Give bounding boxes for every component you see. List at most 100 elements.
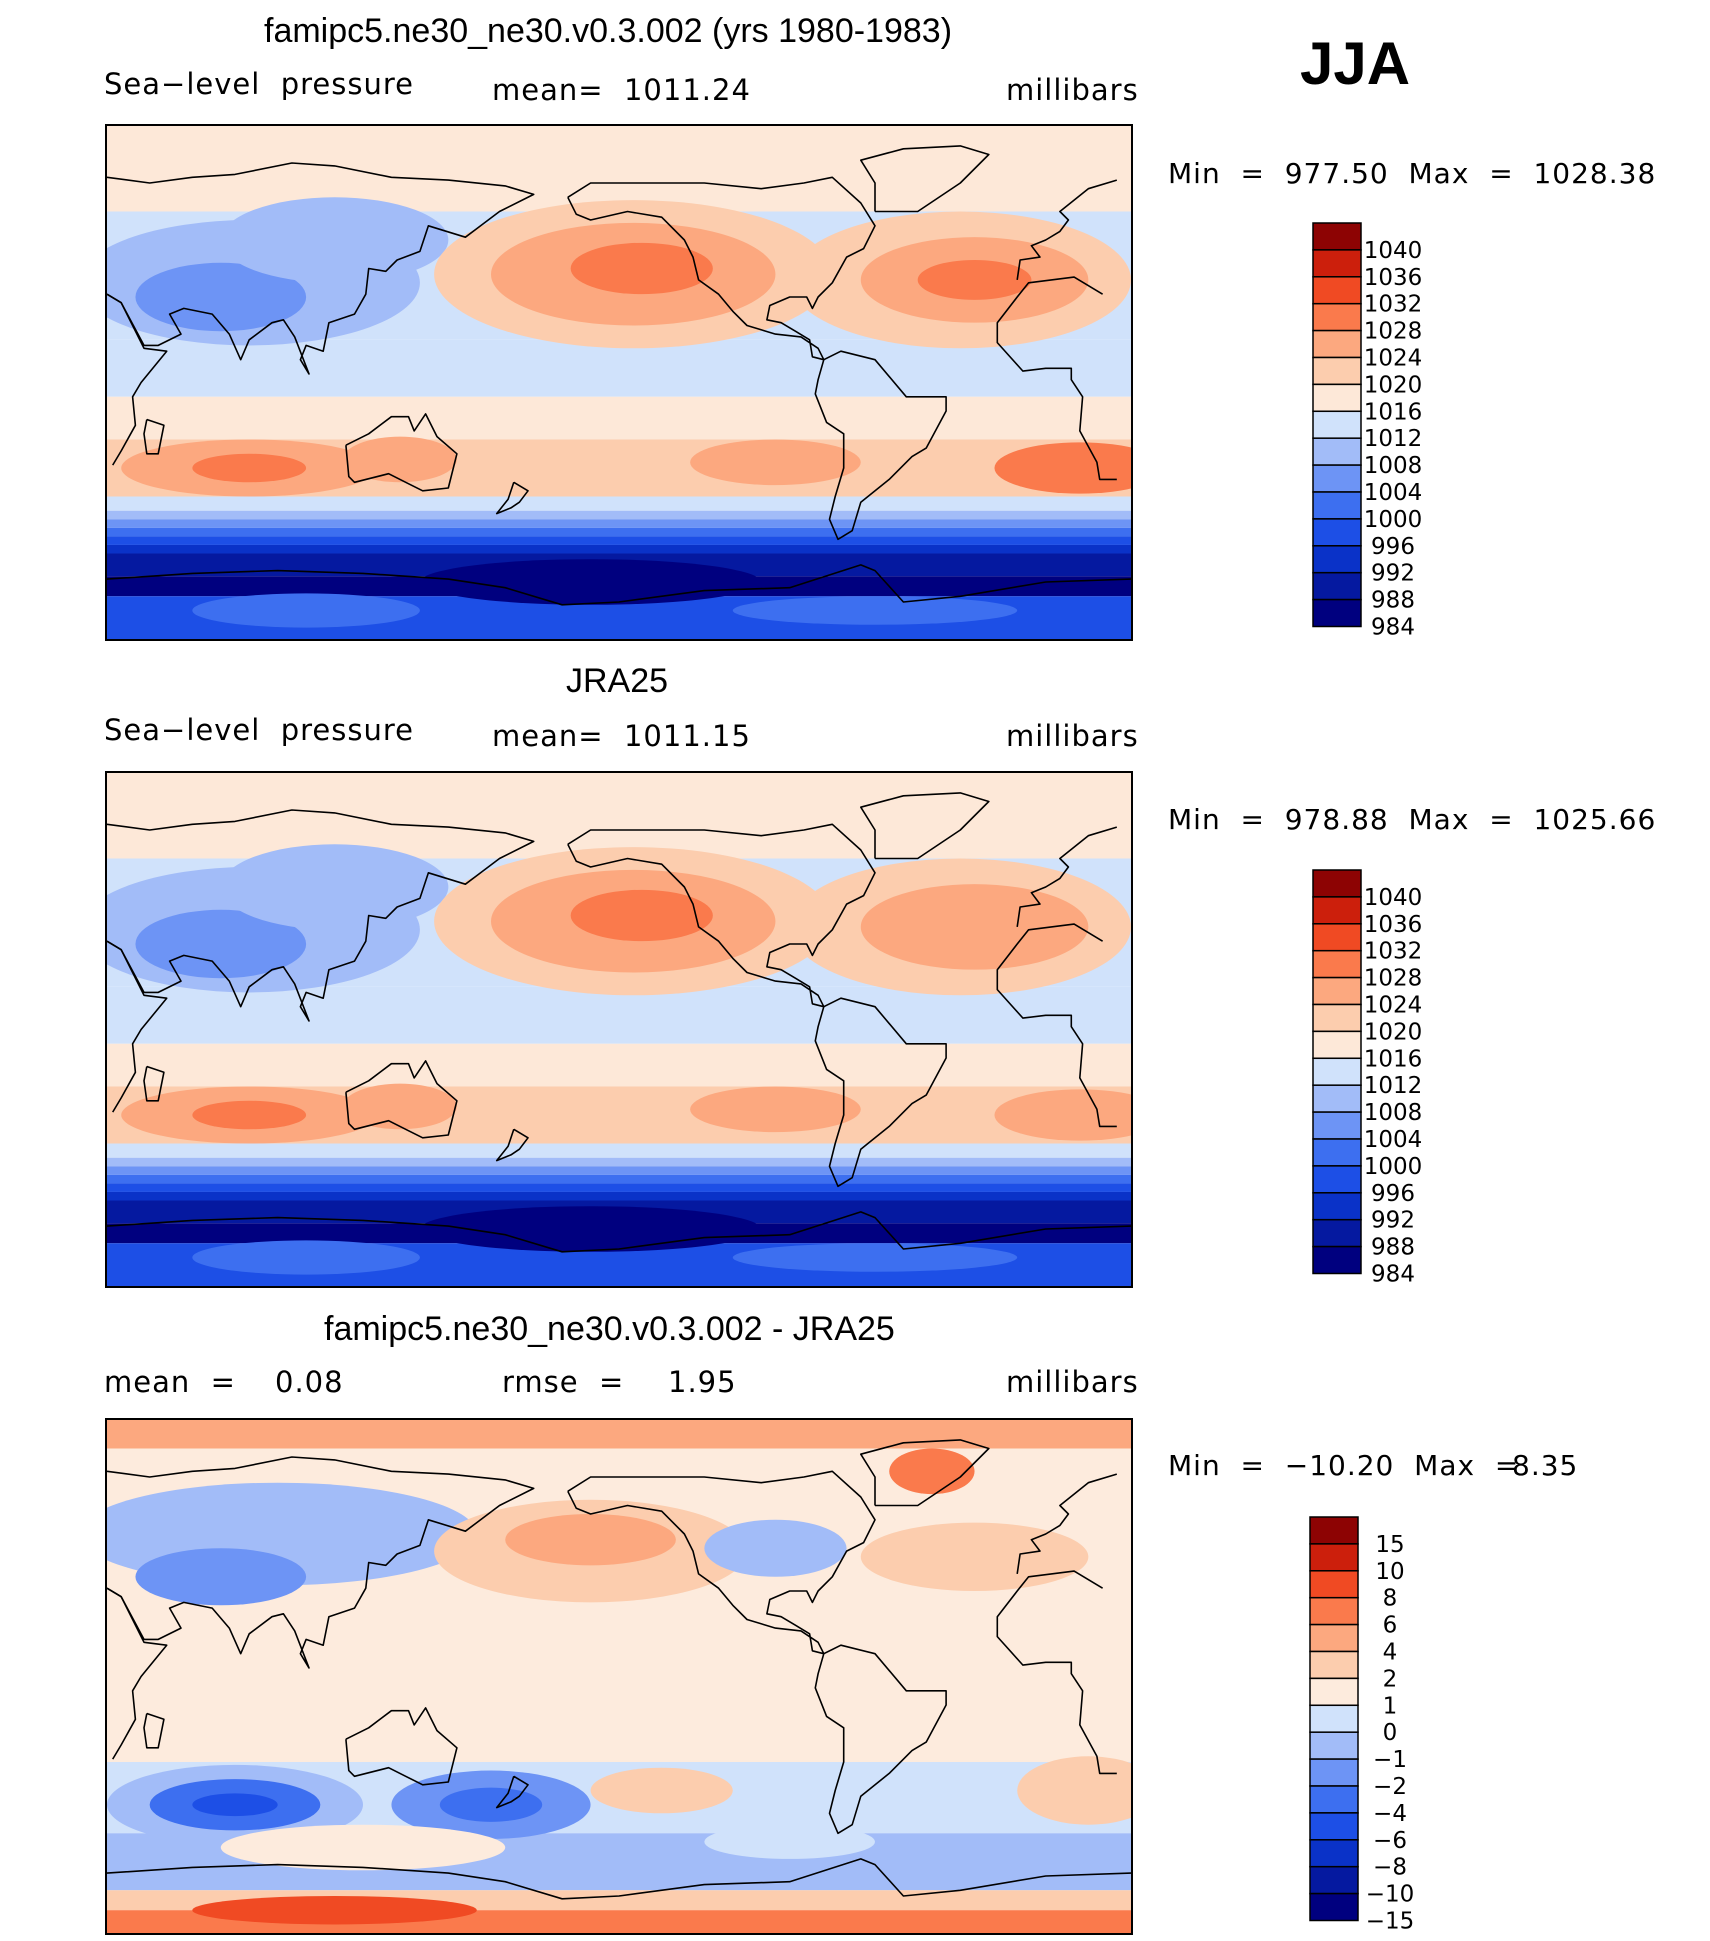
coastline-antarctica [107,1858,1131,1900]
australian-high [343,436,457,483]
contour-band [107,1157,1131,1167]
colorbar-tick-label: 984 [1371,615,1415,641]
colorbar-tick-label: 1020 [1364,1019,1423,1045]
coastline-madagascar [143,1065,165,1102]
colorbar-tick-label: 1012 [1364,426,1423,452]
colorbar-box [1309,1543,1359,1572]
colorbar-tick-label: 1016 [1364,399,1423,425]
colorbar-box [1309,1731,1359,1760]
colorbar-box [1309,1758,1359,1787]
colorbar-box [1312,518,1362,547]
panel3-units: millibars [1006,1365,1139,1399]
coastline-samerica [814,997,947,1188]
colorbar-tick-label: 1036 [1364,265,1423,291]
panel3-mean-value: 0.08 [275,1365,344,1399]
colorbar-tick-label: 992 [1371,561,1415,587]
colorbar-box [1312,949,1362,979]
colorbar-box [1309,1650,1359,1680]
colorbar-box [1312,302,1362,332]
south-indian-high-core [192,1100,307,1130]
season-label: JJA [1300,30,1411,97]
colorbar-tick-label: 1040 [1364,885,1423,911]
australian-high [343,1083,457,1130]
coastline-australia [345,1707,458,1786]
colorbar-tick-label: 1032 [1364,939,1423,965]
panel2-units: millibars [1006,719,1139,753]
panel1-minmax: Min = 977.50 Max = 1028.38 [1168,157,1657,190]
colorbar-box [1309,1623,1359,1653]
colorbar-tick-label: −4 [1373,1801,1407,1827]
colorbar-box [1312,249,1362,278]
coastline-madagascar [143,418,165,455]
colorbar-box [1312,571,1362,601]
colorbar-box [1312,869,1362,898]
colorbar-tick-label: 15 [1375,1532,1404,1558]
colorbar-box [1309,1865,1359,1895]
coastline-africa [996,923,1117,1128]
colorbar-tick-label: 1004 [1364,1127,1423,1153]
coastline-africa [996,276,1117,481]
north-america-negative [704,1519,847,1577]
colorbar-tick-label: 6 [1383,1613,1398,1639]
colorbar-tick-label: −15 [1366,1909,1415,1935]
contour-band [107,1143,1131,1158]
contour-band [107,1183,1131,1192]
coastline-australia [345,1060,458,1139]
colorbar-box [1312,1218,1362,1248]
contour-band [107,544,1131,554]
panel1-title: famipc5.ne30_ne30.v0.3.002 (yrs 1980-198… [264,12,953,50]
coastline-africa [107,1587,168,1760]
colorbar-box [1312,222,1362,251]
colorbar-tick-label: 984 [1371,1262,1415,1288]
colorbar-box [1312,1030,1362,1060]
coastline-samerica [814,350,947,541]
coastline-eurasia [107,809,535,1022]
colorbar-box [1312,1245,1362,1275]
colorbar-box [1312,437,1362,466]
panel2-variable: Sea−level pressure [104,713,414,747]
panel2-colorbar: 1040 1036 1032 1028 1024 1020 1016 1012 1008 1004… [1312,869,1493,1288]
panel1-colorbar: 1040 1036 1032 1028 1024 1020 1016 1012 1008 1004… [1312,222,1493,641]
colorbar-box [1309,1892,1359,1922]
contour-band [107,1174,1131,1184]
coastline-namerica [567,823,876,1008]
colorbar-box [1312,1138,1362,1167]
coastline-nz [495,1128,529,1162]
panel3-colorbar: 15 10 8 6 4 2 1 0 −1 −2 −4 −6 −8 −10 −15 [1309,1516,1490,1935]
colorbar-tick-label: 4 [1383,1640,1398,1666]
colorbar-tick-label: 8 [1383,1586,1398,1612]
colorbar-box [1312,491,1362,520]
panel1-mean: mean= 1011.24 [492,73,751,107]
colorbar-tick-label: −1 [1373,1747,1407,1773]
colorbar-tick-label: 988 [1371,588,1415,614]
coastline-australia [345,413,458,492]
panel3-map-svg [107,1420,1131,1933]
colorbar-box [1312,410,1362,439]
drake-negative [704,1824,876,1859]
colorbar-tick-label: 1028 [1364,966,1423,992]
colorbar-box [1312,464,1362,493]
monsoon-low-core [135,909,307,979]
colorbar-tick-label: −10 [1366,1882,1415,1908]
colorbar-tick-label: 996 [1371,534,1415,560]
colorbar-tick-label: 1 [1383,1693,1398,1719]
contour-band [107,527,1131,537]
coastline-africa [996,1570,1117,1775]
south-atlantic-high [994,442,1131,494]
colorbar-box [1312,976,1362,1006]
tasman-negative-core [439,1787,543,1822]
colorbar-box [1309,1785,1359,1814]
coastline-antarctica [107,564,1131,606]
colorbar-box [1312,329,1362,359]
panel2-map [105,771,1133,1288]
coastline-nz [495,481,529,515]
coastline-samerica [814,1644,947,1835]
colorbar-box [1309,1839,1359,1868]
coastline-greenland [859,792,990,860]
contour-band [107,1043,1131,1087]
north-atlantic-positive [860,1522,1089,1591]
south-indian-negative-core [192,1793,278,1817]
colorbar-box [1312,1111,1362,1140]
panel3-rmse-value: 1.95 [668,1365,737,1399]
antarctic-positive [192,1895,477,1925]
